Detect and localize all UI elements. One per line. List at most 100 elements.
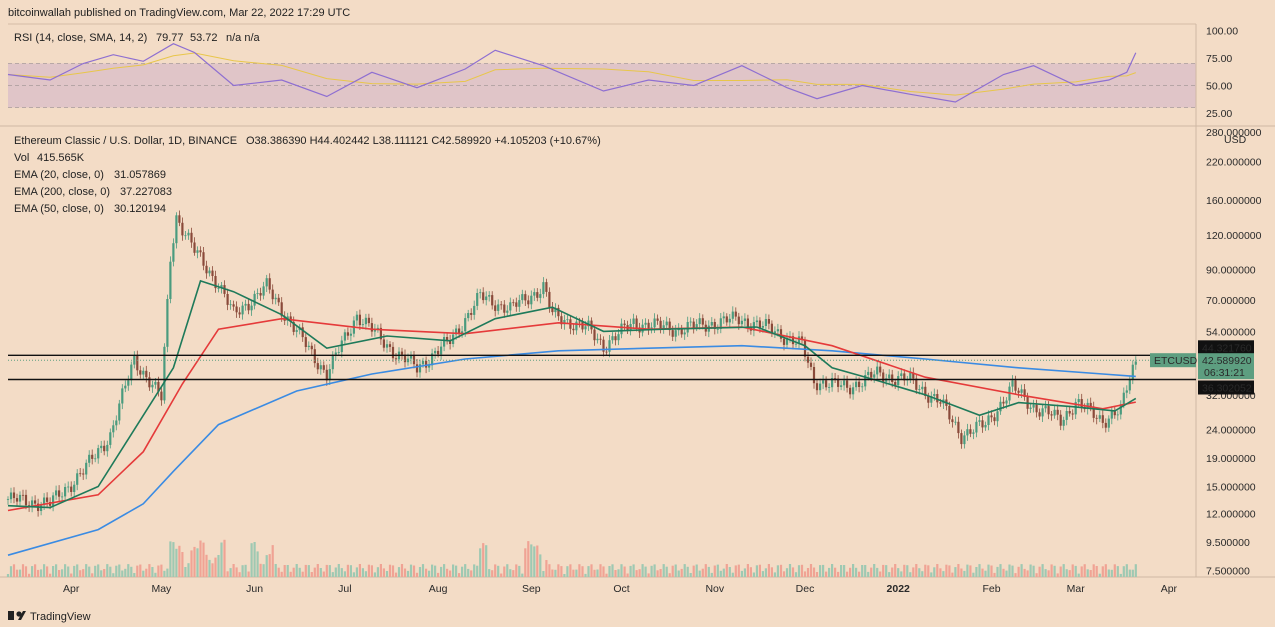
candle-body [46, 497, 49, 502]
volume-bar [1134, 564, 1137, 577]
volume-bar [121, 570, 124, 577]
volume-bar [993, 572, 996, 577]
volume-bar [1053, 565, 1056, 577]
volume-bar [337, 564, 340, 577]
volume-bar [406, 570, 410, 577]
ema50-label: EMA (50, close, 0) [14, 203, 104, 215]
volume-bar [1089, 570, 1092, 577]
price-panel [6, 210, 1196, 577]
candle-body [698, 318, 701, 325]
candle-body [175, 215, 178, 244]
volume-bar [136, 565, 139, 577]
volume-bar [692, 565, 695, 577]
price-tick: 120.000000 [1206, 230, 1262, 242]
candle-body [764, 319, 767, 326]
volume-bar [689, 573, 692, 577]
volume-bar [418, 567, 422, 577]
volume-bar [885, 565, 888, 577]
volume-bar [1122, 566, 1125, 577]
volume-bar [963, 570, 966, 577]
volume-bar [788, 564, 792, 577]
candle-body [864, 375, 867, 387]
candle-body [163, 346, 166, 401]
price-axis: 280.000000 220.000000 160.000000 120.000000… [1206, 127, 1262, 577]
candle-body [503, 304, 506, 313]
candle-body [307, 345, 310, 347]
volume-bar [978, 564, 981, 577]
candle-body [196, 250, 199, 253]
candle-body [64, 487, 67, 497]
volume-bar [1014, 573, 1017, 577]
candle-body [349, 333, 352, 336]
volume-bar [352, 572, 355, 577]
candle-body [178, 215, 181, 223]
candle-body [1062, 419, 1065, 426]
volume-bar [271, 545, 274, 577]
candle-body [1089, 402, 1092, 407]
candle-body [990, 415, 993, 418]
candle-body [6, 499, 10, 500]
volume-bar [695, 564, 698, 577]
volume-bar [572, 569, 575, 577]
volume-bar [662, 564, 665, 577]
candle-body [602, 339, 605, 352]
candle-body [367, 317, 370, 324]
candle-body [491, 295, 494, 306]
volume-bar [64, 564, 67, 577]
candle-body [400, 351, 404, 355]
volume-bar [1035, 573, 1038, 577]
volume-bar [840, 565, 843, 577]
volume-bar [954, 567, 957, 577]
volume-bar [184, 567, 187, 577]
volume-bar [743, 568, 746, 577]
volume-bar [286, 565, 289, 577]
volume-bar [316, 564, 319, 577]
volume-bar [214, 557, 217, 577]
candle-body [575, 321, 578, 331]
candle-body [434, 350, 437, 354]
volume-bar [482, 543, 485, 577]
candle-body [560, 316, 563, 325]
price-tick: 220.000000 [1206, 156, 1262, 168]
volume-bar [313, 567, 316, 577]
volume-bar [858, 571, 861, 577]
volume-bar [912, 567, 915, 577]
volume-bar [12, 564, 16, 577]
volume-bar [145, 568, 148, 577]
volume-bar [428, 570, 431, 577]
candle-body [403, 354, 407, 363]
volume-bar [776, 565, 779, 577]
volume-bar [623, 566, 626, 577]
volume-bar [425, 568, 428, 577]
candle-body [689, 321, 692, 323]
volume-bar [256, 551, 259, 577]
volume-bar [617, 569, 620, 577]
candle-body [437, 350, 440, 355]
candle-body [608, 340, 611, 352]
volume-bar [716, 564, 719, 577]
candle-body [52, 495, 55, 506]
candle-body [470, 313, 473, 315]
candle-body [1122, 392, 1125, 405]
volume-bar [734, 565, 737, 577]
volume-bar [512, 570, 515, 577]
candle-body [668, 321, 671, 331]
volume-bar [449, 570, 452, 577]
volume-bar [500, 573, 503, 577]
candle-body [840, 385, 843, 387]
volume-bar [644, 566, 647, 577]
volume-bar [918, 568, 921, 577]
volume-bar [280, 571, 283, 577]
volume-bar [148, 564, 151, 577]
volume-bar [761, 571, 764, 577]
volume-bar [873, 564, 876, 577]
candle-body [373, 328, 376, 332]
candle-body [280, 302, 283, 317]
candle-body [1116, 414, 1119, 416]
footer-brand[interactable]: TradingView [30, 611, 91, 623]
candle-body [277, 297, 280, 303]
candle-body [250, 305, 253, 311]
volume-bar [581, 566, 584, 577]
volume-bar [764, 568, 767, 577]
volume-bar [55, 564, 58, 577]
